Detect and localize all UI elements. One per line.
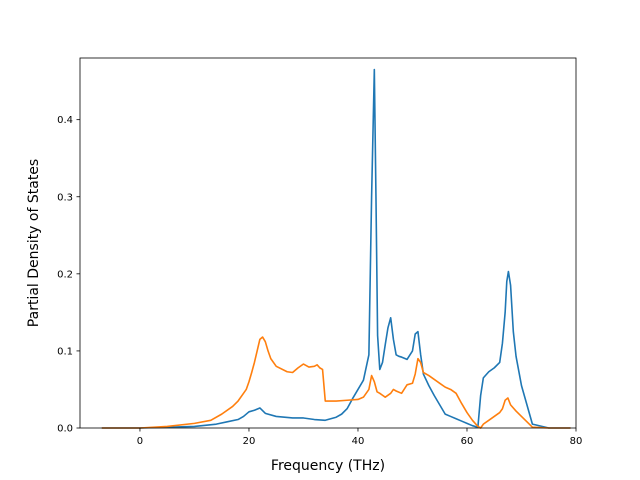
x-tick-label: 40: [352, 436, 365, 447]
x-axis: 0 20 40 60 80: [137, 428, 583, 447]
y-tick-label: 0.1: [57, 346, 73, 357]
y-axis: 0.0 0.1 0.2 0.3 0.4: [57, 115, 80, 435]
series-line-2: [101, 336, 571, 429]
x-axis-label: Frequency (THz): [271, 458, 385, 474]
y-tick-label: 0.2: [57, 269, 73, 280]
plot-frame: [79, 57, 577, 429]
y-tick-label: 0.4: [57, 115, 73, 126]
y-axis-label: Partial Density of States: [26, 159, 42, 327]
y-tick-label: 0.3: [57, 192, 73, 203]
y-tick-label: 0.0: [57, 424, 73, 435]
series-line-1: [101, 68, 571, 429]
x-tick-label: 80: [570, 436, 583, 447]
x-tick-label: 20: [243, 436, 256, 447]
x-tick-label: 0: [137, 436, 143, 447]
x-tick-label: 60: [461, 436, 474, 447]
series-layer: [101, 68, 571, 429]
